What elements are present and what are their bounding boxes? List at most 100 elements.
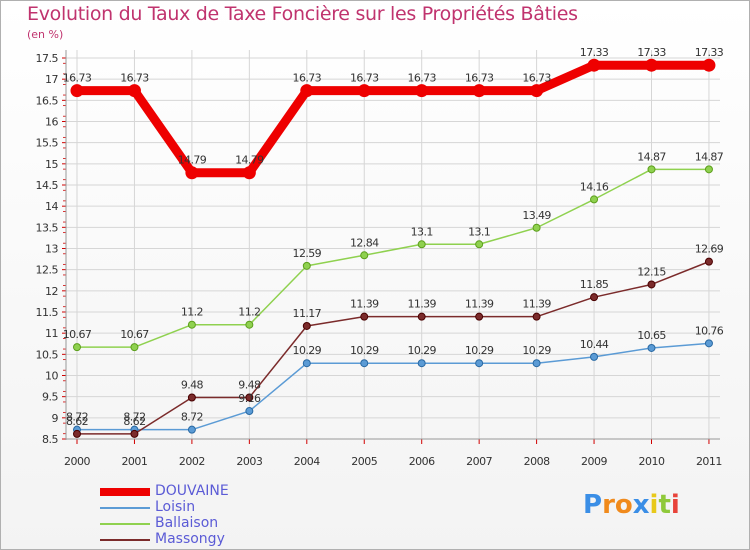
data-point [590, 352, 599, 361]
data-point [245, 393, 254, 402]
data-label: 10.29 [293, 344, 322, 357]
data-point [472, 84, 486, 98]
data-point [532, 223, 541, 232]
data-label: 11.39 [407, 298, 436, 311]
y-tick-label: 9.5 [42, 391, 58, 404]
data-point [645, 58, 658, 72]
data-point [130, 429, 139, 438]
legend-swatch [100, 488, 150, 496]
y-tick-label: 14 [45, 200, 58, 213]
x-tick-label: 2004 [294, 455, 320, 468]
data-point [590, 293, 599, 302]
data-label: 14.87 [637, 150, 666, 163]
data-label: 14.16 [580, 180, 609, 193]
series-line-ballaison [77, 168, 709, 348]
data-point [185, 166, 199, 180]
data-label: 16.73 [63, 72, 92, 85]
data-label: 10.29 [465, 344, 494, 357]
data-label: 17.33 [580, 46, 609, 59]
data-label: 16.73 [522, 72, 551, 85]
data-label: 11.2 [181, 306, 203, 319]
data-label: 12.59 [293, 247, 322, 260]
data-point [360, 312, 369, 321]
logo-letter: i [649, 490, 659, 520]
y-tick-label: 14.5 [36, 179, 59, 192]
data-label: 10.44 [580, 338, 609, 351]
data-label: 13.1 [411, 225, 433, 238]
data-point [360, 251, 369, 260]
series-line-loisin [77, 342, 710, 431]
logo-letter: P [583, 490, 603, 520]
data-label: 12.84 [350, 236, 379, 249]
y-tick-label: 12.5 [36, 264, 59, 277]
data-point [127, 84, 141, 98]
data-label: 9.16 [238, 392, 261, 405]
x-tick-label: 2009 [581, 455, 607, 468]
y-tick-label: 8.5 [42, 433, 58, 446]
data-point [704, 257, 713, 266]
data-point [242, 166, 256, 180]
y-tick-label: 10 [45, 370, 58, 383]
data-point [187, 425, 196, 434]
data-label: 12.15 [637, 265, 666, 278]
y-tick-label: 12 [45, 285, 58, 298]
data-label: 11.39 [465, 298, 494, 311]
data-label: 10.67 [63, 328, 92, 341]
data-point [302, 359, 311, 368]
logo-letter: r [602, 490, 615, 520]
logo-letter: x [632, 490, 650, 520]
data-point [245, 407, 254, 416]
data-label: 8.62 [66, 415, 88, 428]
data-label: 10.65 [637, 329, 666, 342]
legend-label: DOUVAINE [155, 483, 229, 499]
data-label: 10.67 [120, 328, 149, 341]
series-line-massongy [77, 260, 710, 435]
x-tick-label: 2005 [351, 455, 377, 468]
legend-label: Massongy [155, 531, 225, 547]
logo-letter: o [614, 490, 633, 520]
data-label: 14.79 [178, 154, 207, 167]
data-point [73, 429, 81, 438]
y-tick-label: 16.5 [36, 94, 59, 107]
data-point [475, 359, 484, 368]
x-tick-label: 2001 [121, 455, 147, 468]
data-label: 8.72 [181, 411, 203, 424]
data-label: 16.73 [120, 72, 149, 85]
data-label: 16.73 [407, 72, 436, 85]
data-point [300, 84, 314, 98]
data-point [417, 312, 426, 321]
data-point [530, 84, 544, 98]
data-label: 9.48 [238, 379, 261, 392]
data-point [360, 359, 369, 368]
data-point [647, 280, 656, 289]
legend-swatch [100, 507, 150, 509]
data-point [417, 240, 426, 249]
data-point [647, 165, 656, 174]
data-point [73, 343, 81, 352]
data-point [417, 359, 426, 368]
data-label: 13.49 [522, 209, 551, 222]
data-point [357, 84, 371, 98]
y-tick-label: 17 [45, 73, 58, 86]
data-point [532, 359, 541, 368]
data-point [475, 240, 484, 249]
data-label: 16.73 [293, 72, 322, 85]
y-tick-label: 13.5 [36, 221, 59, 234]
legend-label: Loisin [155, 499, 196, 515]
data-point [187, 393, 196, 402]
x-tick-label: 2003 [236, 455, 262, 468]
series-line-douvaine [77, 60, 709, 178]
data-label: 9.48 [181, 379, 204, 392]
data-point [532, 312, 541, 321]
data-label: 14.87 [695, 150, 724, 163]
y-tick-label: 11 [45, 327, 58, 340]
y-tick-label: 13 [45, 243, 58, 256]
data-label: 8.62 [123, 415, 145, 428]
data-point [187, 320, 196, 329]
data-point [475, 312, 484, 321]
data-label: 13.1 [468, 225, 490, 238]
data-label: 17.33 [637, 46, 666, 59]
legend-label: Ballaison [155, 515, 219, 531]
data-label: 12.69 [695, 243, 724, 256]
x-tick-label: 2008 [524, 455, 550, 468]
